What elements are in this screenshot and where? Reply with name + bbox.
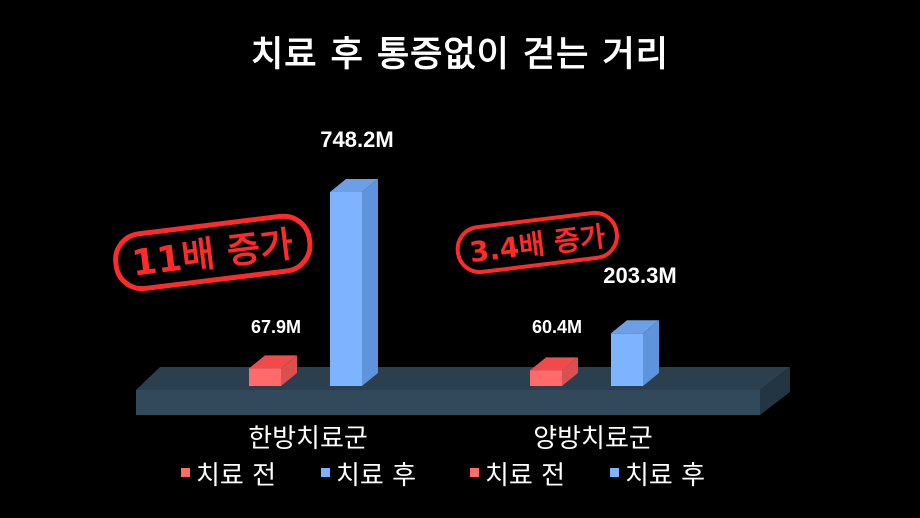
floor-top [136,367,790,390]
floor-front [136,390,760,415]
floor [136,367,790,415]
category-label: 한방치료군 [248,424,368,454]
legend-item: 치료 전 [485,461,565,491]
annotation-2: 3.4배 증가 [455,210,619,275]
bar [249,355,297,386]
bar [530,357,578,386]
chart-title: 치료 후 통증없이 걷는 거리 [251,35,669,75]
legend-swatch [321,468,330,477]
bar [611,320,659,386]
bar-side [643,320,659,386]
bar [330,179,378,386]
legend-item: 치료 전 [196,461,276,491]
bar-front [611,333,643,386]
bar-side [281,355,297,386]
data-label: 60.4M [532,317,582,337]
legend-swatch [470,468,479,477]
bar-front [249,368,281,386]
bar-front [330,192,362,386]
floor-side [760,367,790,415]
data-label: 67.9M [251,317,301,337]
category-label: 양방치료군 [533,424,653,454]
bar-side [562,357,578,386]
annotation-1: 11배 증가 [113,213,313,292]
legend-item: 치료 후 [625,461,705,491]
data-label: 748.2M [320,127,393,152]
bar-side [362,179,378,386]
legend: 치료 전 치료 후 치료 전 치료 후 [181,461,705,491]
legend-item: 치료 후 [336,461,416,491]
legend-swatch [610,468,619,477]
data-label: 203.3M [603,263,676,288]
bar-front [530,370,562,386]
legend-swatch [181,468,190,477]
